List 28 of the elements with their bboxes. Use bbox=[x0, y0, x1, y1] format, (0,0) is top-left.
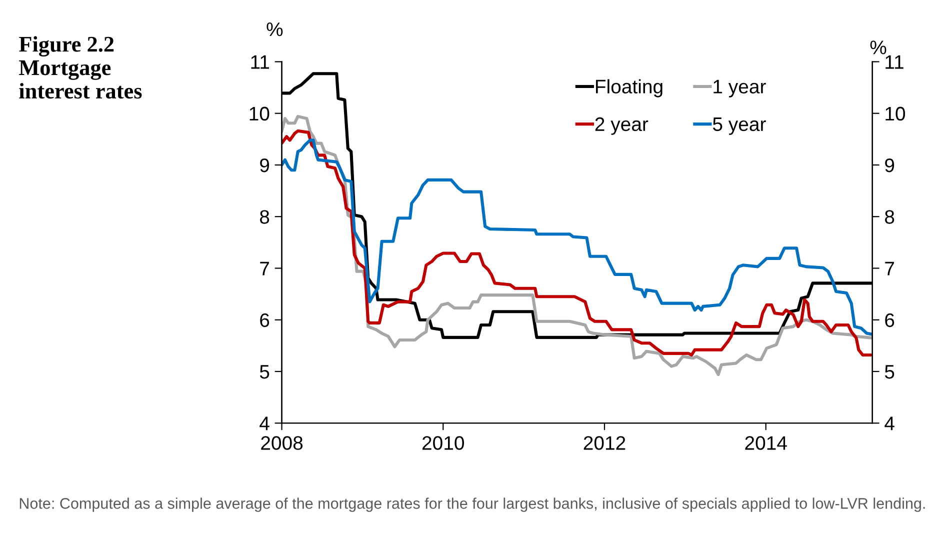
y-tick-label: 4 bbox=[260, 416, 270, 430]
y2-tick-label: 6 bbox=[885, 313, 894, 328]
legend-label: Floating bbox=[596, 79, 662, 98]
y-tick-label: 8 bbox=[260, 210, 270, 224]
y-tick-label: 11 bbox=[251, 55, 270, 69]
y2-axis-title: % bbox=[870, 40, 886, 54]
y2-tick-label: 10 bbox=[886, 106, 906, 121]
y2-tick-label: 5 bbox=[884, 365, 894, 379]
y2-tick-label: 11 bbox=[886, 55, 904, 69]
y-axis-title: % bbox=[266, 22, 283, 36]
x-tick-label: 2008 bbox=[261, 436, 303, 450]
x-tick-label: 2014 bbox=[745, 436, 787, 450]
y-tick-label: 9 bbox=[260, 158, 270, 172]
y-tick-label: 6 bbox=[260, 313, 270, 328]
legend-label: 5 year bbox=[712, 118, 766, 135]
y-tick-label: 5 bbox=[260, 365, 270, 379]
y-tick-label: 7 bbox=[260, 262, 269, 276]
y2-tick-label: 4 bbox=[884, 416, 894, 430]
y2-tick-label: 8 bbox=[885, 210, 894, 224]
y-tick-label: 10 bbox=[250, 106, 270, 121]
x-tick-label: 2012 bbox=[584, 436, 626, 450]
y2-tick-label: 7 bbox=[885, 262, 894, 276]
y2-tick-label: 9 bbox=[885, 158, 894, 172]
text: Note: Computed as a simple average of the mortgage rates for the four largest banks, inclusive of specials applied to low-LVR lending. bbox=[20, 498, 925, 512]
x-tick-label: 2010 bbox=[422, 436, 464, 450]
legend-label: 1 year bbox=[714, 80, 766, 98]
legend-label: 2 year bbox=[595, 117, 648, 135]
text: Figure 2.2 Mortgage interest rates bbox=[19, 36, 142, 99]
